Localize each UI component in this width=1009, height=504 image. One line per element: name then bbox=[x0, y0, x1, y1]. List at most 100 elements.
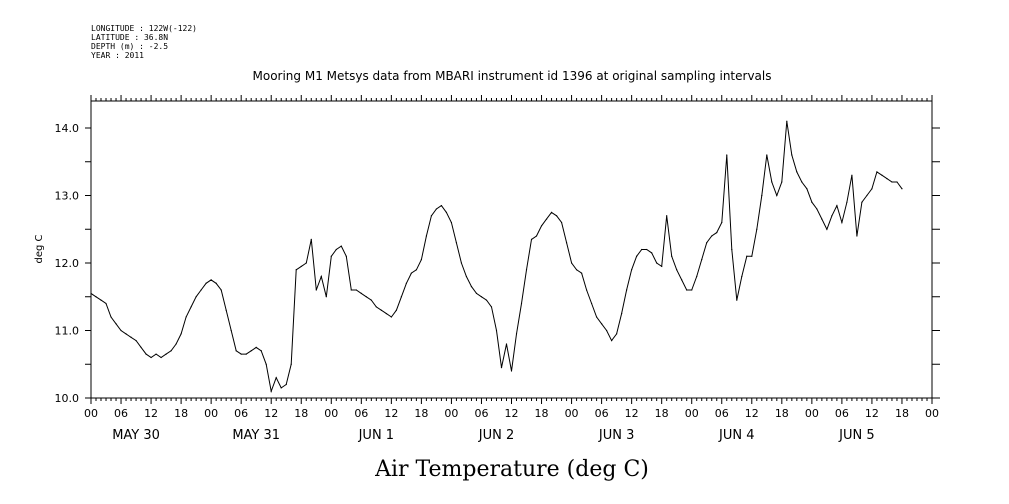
day-labels: MAY 30 MAY 31 JUN 1 JUN 2 JUN 3 JUN 4 JUN 5 bbox=[112, 428, 874, 443]
data-point bbox=[365, 296, 367, 298]
data-point bbox=[410, 272, 412, 274]
data-point bbox=[550, 211, 553, 213]
x-tick-label: 00 bbox=[204, 407, 218, 420]
data-point bbox=[280, 387, 282, 389]
x-tick-label: 06 bbox=[354, 407, 368, 420]
data-point bbox=[115, 323, 117, 325]
data-point bbox=[330, 255, 332, 257]
data-point bbox=[460, 262, 463, 264]
data-point bbox=[370, 299, 372, 301]
data-point bbox=[165, 353, 167, 355]
x-tick-label: 00 bbox=[444, 407, 458, 420]
data-point bbox=[180, 333, 182, 335]
data-point bbox=[776, 194, 778, 197]
data-point bbox=[505, 343, 508, 345]
x-tick-label: 18 bbox=[775, 407, 789, 420]
data-point bbox=[856, 235, 858, 237]
axis-ticks bbox=[85, 95, 940, 404]
data-point bbox=[170, 350, 172, 352]
data-point bbox=[485, 299, 488, 301]
data-point bbox=[681, 279, 683, 281]
data-point bbox=[606, 329, 608, 332]
x-tick-label: 12 bbox=[865, 407, 879, 420]
data-point bbox=[100, 299, 102, 301]
x-tick-label: 00 bbox=[84, 407, 98, 420]
data-point bbox=[846, 201, 848, 203]
data-point bbox=[375, 306, 377, 308]
data-point bbox=[495, 329, 498, 332]
x-tick-label: 00 bbox=[685, 407, 699, 420]
data-point bbox=[185, 316, 187, 318]
data-point bbox=[831, 215, 833, 217]
x-tick-label: 12 bbox=[505, 407, 519, 420]
day-label: JUN 3 bbox=[598, 428, 634, 443]
data-point bbox=[791, 154, 793, 156]
data-point bbox=[190, 306, 192, 308]
data-point bbox=[400, 296, 402, 298]
data-point bbox=[435, 208, 438, 210]
data-point bbox=[395, 309, 397, 311]
data-point bbox=[796, 171, 798, 173]
x-tick-label: 18 bbox=[174, 407, 188, 420]
data-point bbox=[140, 346, 142, 348]
depth-label: DEPTH (m) : -2.5 bbox=[91, 42, 168, 51]
x-tick-label: 18 bbox=[414, 407, 428, 420]
x-tick-label: 12 bbox=[144, 407, 158, 420]
data-point bbox=[210, 279, 212, 281]
data-point bbox=[601, 323, 603, 325]
data-point bbox=[515, 333, 518, 335]
data-point bbox=[150, 356, 152, 359]
year-label: YEAR : 2011 bbox=[91, 51, 144, 60]
data-point bbox=[816, 208, 818, 210]
data-point bbox=[661, 265, 663, 267]
data-point bbox=[430, 215, 433, 217]
data-point bbox=[535, 235, 538, 237]
data-point bbox=[771, 181, 773, 183]
data-point bbox=[841, 221, 843, 224]
data-point bbox=[696, 275, 698, 278]
data-point bbox=[255, 346, 257, 348]
data-point bbox=[711, 235, 713, 237]
data-point bbox=[641, 248, 643, 251]
data-point bbox=[295, 269, 297, 271]
data-point bbox=[310, 238, 312, 240]
data-point bbox=[631, 269, 633, 271]
x-tick-label: 18 bbox=[895, 407, 909, 420]
data-point bbox=[420, 259, 422, 261]
data-point bbox=[475, 292, 478, 294]
data-point bbox=[205, 282, 207, 284]
data-point bbox=[355, 289, 357, 291]
data-point bbox=[786, 120, 788, 122]
data-point bbox=[130, 336, 132, 338]
x-tick-label: 06 bbox=[595, 407, 609, 420]
data-point bbox=[350, 289, 352, 291]
data-point bbox=[465, 275, 468, 278]
data-point bbox=[275, 377, 277, 379]
data-point bbox=[676, 269, 678, 271]
data-point bbox=[761, 194, 763, 197]
data-point bbox=[480, 296, 483, 298]
x-tick-label: 18 bbox=[535, 407, 549, 420]
data-point bbox=[766, 154, 768, 156]
data-point bbox=[751, 255, 753, 257]
x-axis-label: Air Temperature (deg C) bbox=[374, 457, 649, 482]
data-point bbox=[325, 296, 327, 298]
data-point bbox=[200, 289, 202, 291]
x-tick-label: 06 bbox=[234, 407, 248, 420]
data-points bbox=[90, 120, 903, 392]
y-tick-label: 14.0 bbox=[55, 122, 80, 135]
data-point bbox=[746, 255, 748, 257]
data-point bbox=[145, 353, 147, 355]
data-point bbox=[155, 353, 157, 355]
data-point bbox=[585, 289, 588, 291]
data-point bbox=[440, 205, 443, 207]
x-tick-label: 00 bbox=[565, 407, 579, 420]
day-label: MAY 30 bbox=[112, 428, 160, 443]
data-point bbox=[636, 255, 638, 257]
data-point bbox=[721, 221, 723, 224]
data-point bbox=[811, 201, 813, 203]
y-tick-labels: 10.0 11.0 12.0 13.0 14.0 bbox=[55, 122, 80, 405]
data-point bbox=[555, 215, 558, 217]
data-point bbox=[510, 370, 513, 372]
